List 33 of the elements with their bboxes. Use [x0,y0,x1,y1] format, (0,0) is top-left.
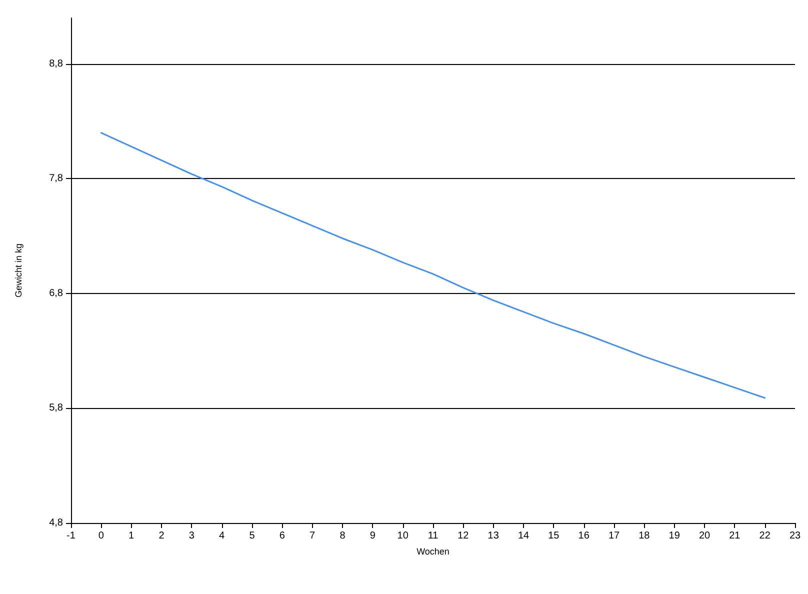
x-tick-label: 22 [759,530,771,542]
x-tick-label: 14 [518,530,530,542]
x-tick-label: 18 [638,530,650,542]
x-tick-label: 1 [128,530,135,542]
y-tick-label: 8,8 [49,58,64,70]
x-tick-label: 7 [310,530,316,542]
x-tick-label: 17 [608,530,620,542]
y-tick-label: 5,8 [49,402,64,414]
x-tick-label: 9 [370,530,376,542]
x-tick-label: 0 [98,530,104,542]
x-tick-label: 16 [578,530,590,542]
x-tick-label: 13 [488,530,500,542]
x-tick-label: 3 [188,530,195,542]
y-tick-label: 6,8 [49,288,64,299]
x-tick-label: 23 [789,530,801,542]
x-tick-label: 8 [340,530,346,542]
x-axis-title: Wochen [416,546,450,556]
x-tick-label: 5 [249,530,256,542]
x-tick-label: 19 [668,530,680,542]
y-tick-label: 4,8 [49,518,64,528]
x-tick-label: 11 [428,530,439,542]
x-tick-label: 6 [279,530,286,542]
line-series [100,132,766,399]
y-axis-title: Gewicht in kg [14,243,24,298]
x-tick-label: 21 [729,530,741,542]
x-tick-label: -1 [66,530,76,542]
x-tick-label: 10 [397,530,409,542]
x-tick-label: 2 [158,530,165,542]
x-tick-label: 20 [698,530,710,542]
x-tick-label: 12 [458,530,470,542]
x-tick-label: 4 [219,530,226,542]
y-tick-label: 7,8 [49,173,64,184]
x-tick-label: 15 [548,530,560,542]
